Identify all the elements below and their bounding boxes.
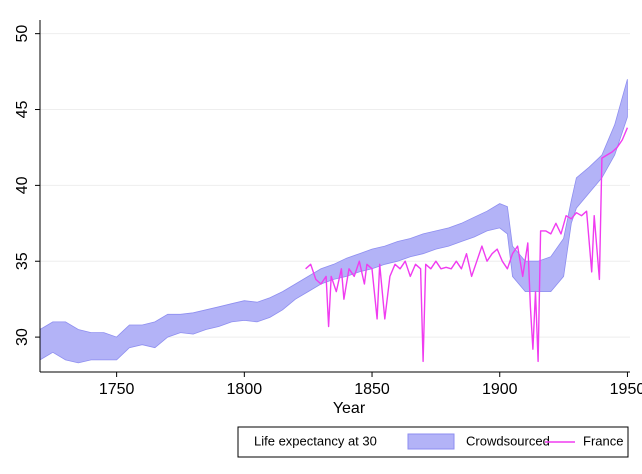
x-tick-label: 1850 <box>354 381 390 398</box>
x-tick-label: 1950 <box>610 381 642 398</box>
y-tick-label: 50 <box>14 25 31 43</box>
y-tick-label: 40 <box>14 176 31 194</box>
line <box>305 127 629 363</box>
x-axis-label: Year <box>333 400 366 417</box>
legend-swatch <box>407 433 455 450</box>
y-tick-label: 35 <box>14 252 31 270</box>
x-tick-label: 1800 <box>227 381 263 398</box>
legend-label: Crowdsourced <box>466 433 550 448</box>
x-tick-label: 1750 <box>99 381 135 398</box>
legend-label: France <box>583 433 623 448</box>
legend-title: Life expectancy at 30 <box>254 433 377 448</box>
y-tick-label: 45 <box>14 101 31 119</box>
x-tick-label: 1900 <box>482 381 518 398</box>
band-area <box>39 79 628 364</box>
y-tick-label: 30 <box>14 328 31 346</box>
